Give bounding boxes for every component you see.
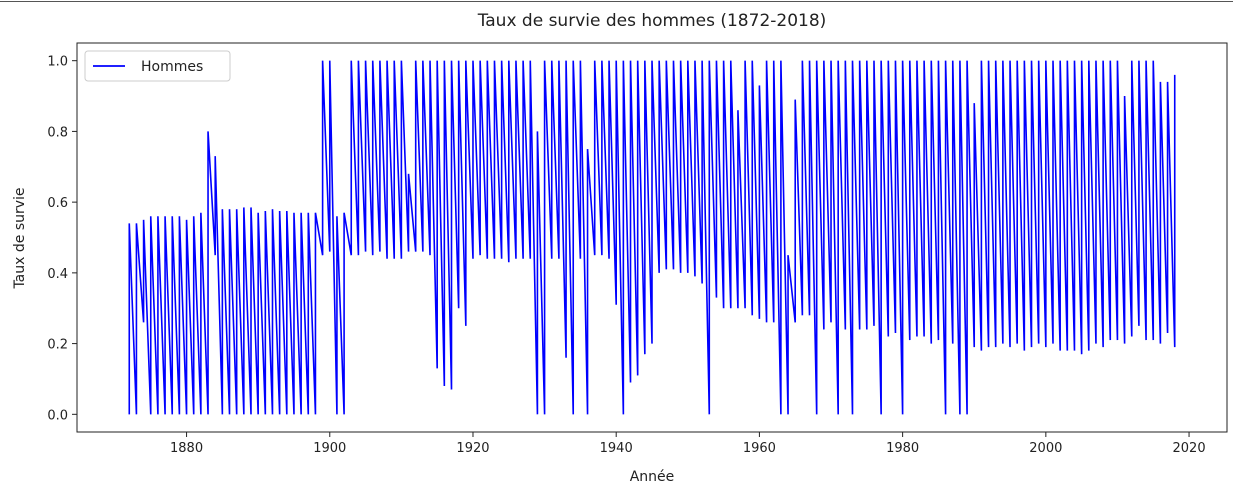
x-tick-label: 2000 xyxy=(1029,441,1062,456)
chart-title: Taux de survie des hommes (1872-2018) xyxy=(477,11,827,31)
plot-frame xyxy=(76,42,1228,433)
x-tick-label: 1900 xyxy=(313,441,346,456)
x-tick-label: 1960 xyxy=(743,441,776,456)
line xyxy=(128,60,1176,415)
legend-box xyxy=(84,50,231,82)
y-tick-label: 0.8 xyxy=(47,125,68,140)
x-tick-label: 1920 xyxy=(456,441,489,456)
y-tick-label: 0.0 xyxy=(47,408,68,423)
y-axis-label: Taux de survie xyxy=(12,187,28,289)
x-tick-label: 2020 xyxy=(1173,441,1206,456)
legend-label: Hommes xyxy=(141,59,203,75)
y-tick-label: 0.4 xyxy=(47,267,68,282)
y-tick-label: 0.6 xyxy=(47,196,68,211)
x-tick-label: 1980 xyxy=(886,441,919,456)
x-tick-label: 1940 xyxy=(600,441,633,456)
x-axis-label: Année xyxy=(630,469,675,485)
y-tick-label: 0.2 xyxy=(47,338,68,353)
x-tick-label: 1880 xyxy=(170,441,203,456)
y-tick-label: 1.0 xyxy=(47,55,68,70)
